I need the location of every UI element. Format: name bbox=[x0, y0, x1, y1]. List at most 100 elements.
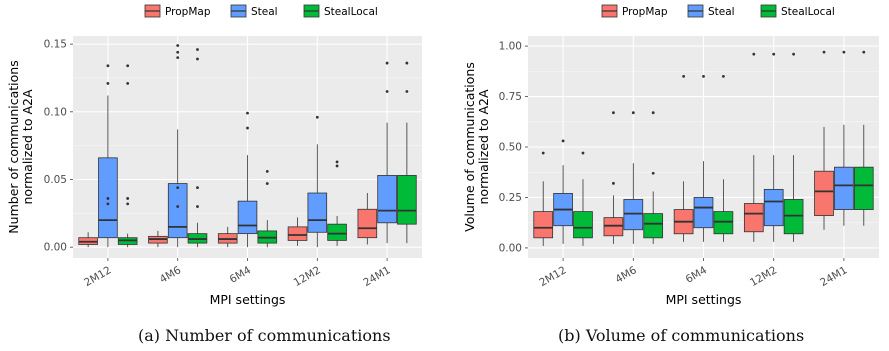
outlier-point bbox=[842, 50, 846, 54]
y-tick-label: 0.00 bbox=[499, 242, 522, 254]
box-body bbox=[853, 166, 874, 210]
x-axis-title: MPI settings bbox=[666, 292, 742, 307]
box-body bbox=[307, 192, 328, 233]
box-steallocal-12m2 bbox=[783, 52, 804, 242]
box-propmap-6m4 bbox=[217, 226, 238, 248]
outlier-point bbox=[265, 169, 269, 173]
outlier-point bbox=[176, 44, 180, 47]
y-tick-label: 0.05 bbox=[44, 174, 67, 186]
outlier-point bbox=[106, 202, 110, 206]
outlier-point bbox=[385, 90, 389, 93]
box-steal-4m6 bbox=[623, 111, 644, 244]
outlier-point bbox=[752, 52, 756, 56]
outlier-point bbox=[651, 171, 655, 175]
outlier-point bbox=[862, 50, 866, 54]
outlier-point bbox=[822, 50, 826, 54]
x-tick-label: 12M2 bbox=[292, 264, 323, 289]
outlier-point bbox=[405, 90, 409, 93]
outlier-point bbox=[405, 61, 409, 65]
box-body bbox=[533, 211, 554, 239]
box-propmap-4m6 bbox=[603, 111, 624, 244]
chart-panel-b: 0.00 0.25 0.50 0.75 1.00 2M12 4M6 6M4 12M2 24M1 MP… bbox=[462, 4, 879, 307]
box-body bbox=[623, 199, 644, 231]
outlier-point bbox=[335, 164, 339, 168]
outlier-point bbox=[265, 182, 269, 185]
box-body bbox=[783, 199, 804, 235]
box-steallocal-24m1 bbox=[397, 61, 417, 244]
x-tick-label: 24M1 bbox=[361, 264, 392, 289]
outlier-point bbox=[651, 111, 655, 115]
outlier-point bbox=[612, 111, 615, 115]
outlier-point bbox=[702, 74, 705, 78]
x-tick-label: 2M12 bbox=[82, 264, 113, 289]
y-axis-title-line: normalized to A2A bbox=[20, 89, 35, 204]
x-axis-title: MPI settings bbox=[210, 292, 286, 307]
box-body bbox=[237, 200, 258, 235]
legend-label: Steal bbox=[251, 6, 278, 18]
box-steallocal-24m1 bbox=[853, 50, 874, 226]
legend-label: StealLocal bbox=[324, 6, 378, 18]
box-steallocal-2m12 bbox=[573, 151, 593, 246]
x-tick-label: 6M4 bbox=[228, 264, 254, 286]
x-tick-label: 24M1 bbox=[818, 264, 849, 289]
outlier-point bbox=[106, 81, 110, 85]
box-body bbox=[287, 226, 308, 241]
legend: PropMap Steal StealLocal bbox=[601, 4, 835, 18]
box-steal-4m6 bbox=[167, 44, 188, 248]
y-tick-label: 0.50 bbox=[499, 142, 522, 154]
box-body bbox=[763, 188, 784, 227]
box-body bbox=[357, 208, 378, 239]
outlier-point bbox=[176, 56, 180, 60]
outlier-point bbox=[126, 197, 130, 200]
box-body bbox=[573, 211, 593, 239]
outlier-point bbox=[315, 115, 319, 119]
legend-item-steallocal: StealLocal bbox=[760, 4, 835, 18]
box-steallocal-6m4 bbox=[257, 169, 278, 248]
y-tick-label: 0.00 bbox=[44, 242, 67, 254]
outlier-point bbox=[561, 139, 565, 143]
y-tick-label: 0.25 bbox=[499, 192, 522, 204]
legend-label: PropMap bbox=[622, 6, 668, 18]
legend-item-propmap: PropMap bbox=[601, 4, 668, 18]
outlier-point bbox=[106, 197, 110, 200]
outlier-point bbox=[631, 111, 635, 115]
x-tick-label: 4M6 bbox=[158, 264, 184, 286]
box-steal-12m2 bbox=[763, 52, 784, 242]
outlier-point bbox=[176, 50, 180, 54]
chart-panel-a: 0.00 0.05 0.10 0.15 2M12 4M6 6M4 12M2 24M1 MPI se… bbox=[6, 4, 422, 307]
outlier-point bbox=[721, 74, 725, 78]
box-propmap-24m1 bbox=[357, 193, 378, 245]
box-body bbox=[167, 183, 188, 239]
box-steal-12m2 bbox=[307, 115, 328, 248]
box-body bbox=[377, 175, 397, 224]
box-steallocal-6m4 bbox=[713, 74, 734, 242]
caption-b: (b) Volume of communications bbox=[558, 326, 805, 345]
box-body bbox=[834, 166, 854, 210]
outlier-point bbox=[196, 205, 199, 208]
box-steal-2m12 bbox=[98, 64, 118, 248]
legend: PropMap Steal StealLocal bbox=[144, 4, 378, 18]
x-tick-label: 12M2 bbox=[748, 264, 779, 289]
y-axis-title-line: normalized to A2A bbox=[476, 89, 491, 204]
box-steallocal-12m2 bbox=[327, 160, 347, 246]
box-steal-24m1 bbox=[834, 50, 854, 226]
box-steallocal-4m6 bbox=[187, 48, 208, 248]
outlier-point bbox=[106, 64, 110, 68]
box-propmap-2m12 bbox=[533, 151, 554, 246]
x-tick-label: 4M6 bbox=[613, 264, 639, 286]
outlier-point bbox=[682, 74, 686, 78]
outlier-point bbox=[176, 186, 180, 190]
legend-label: Steal bbox=[708, 6, 735, 18]
box-body bbox=[643, 213, 664, 239]
outlier-point bbox=[792, 52, 795, 56]
y-axis-title-line: Number of communications bbox=[6, 60, 21, 233]
legend-item-propmap: PropMap bbox=[144, 4, 211, 18]
outlier-point bbox=[385, 61, 389, 65]
box-body bbox=[603, 217, 624, 237]
box-propmap-6m4 bbox=[673, 74, 694, 242]
caption-a: (a) Number of communications bbox=[138, 326, 391, 345]
y-axis-title: Number of communicationsnormalized to A2… bbox=[6, 60, 35, 233]
outlier-point bbox=[246, 126, 249, 130]
box-propmap-12m2 bbox=[287, 217, 308, 246]
